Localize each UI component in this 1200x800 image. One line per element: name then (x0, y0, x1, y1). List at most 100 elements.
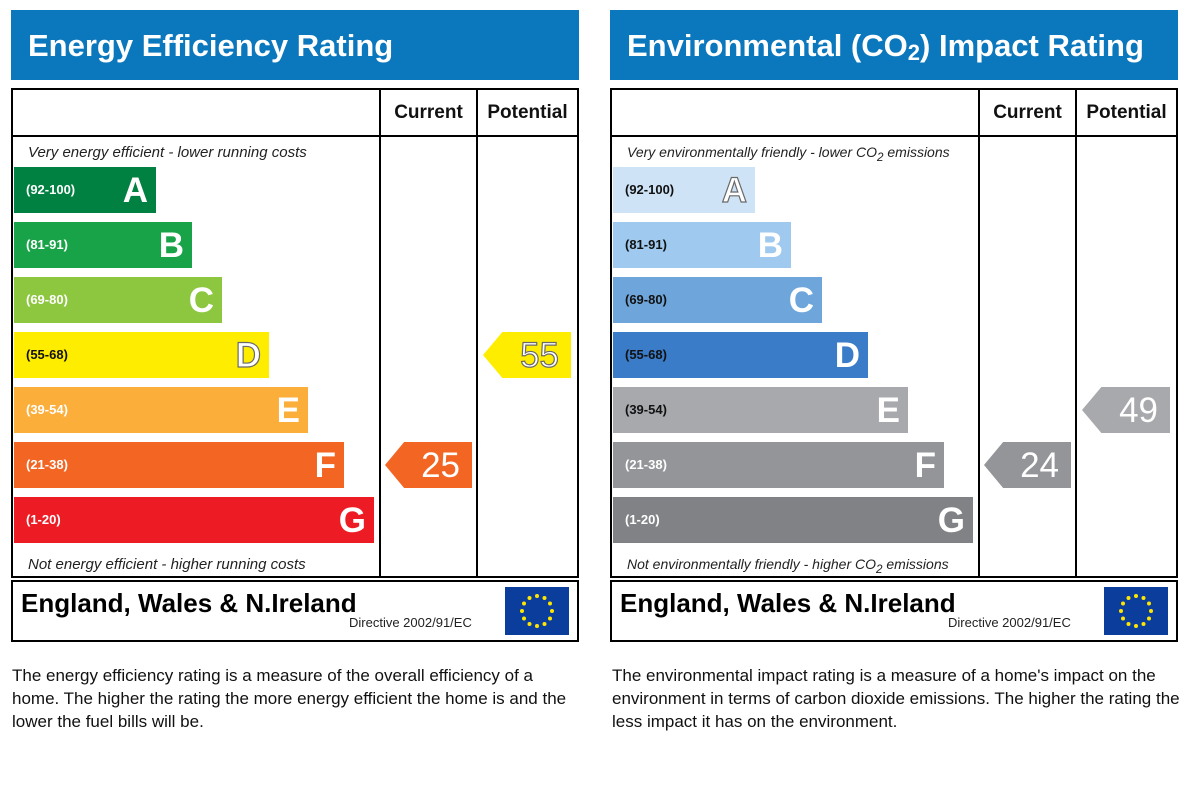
band-letter: A (122, 171, 148, 210)
band-range: (1-20) (625, 512, 660, 527)
friendly-caption: Very environmentally friendly - lower CO… (627, 144, 950, 164)
energy-efficiency-panel: Energy Efficiency Rating Current Potenti… (11, 10, 579, 642)
energy-rating-description: The energy efficiency rating is a measur… (12, 666, 567, 731)
band-d: (55-68) D (14, 332, 269, 378)
environmental-rating-chart: Current Potential Very environmentally f… (610, 88, 1178, 578)
eu-star (1119, 609, 1123, 613)
environmental-impact-panel: Environmental (CO2) Impact Rating Curren… (610, 10, 1178, 642)
eu-star (1141, 596, 1146, 601)
band-range: (81-91) (625, 237, 667, 252)
band-d: (55-68) D (613, 332, 868, 378)
eu-star (1126, 596, 1131, 601)
region-footer: England, Wales & N.Ireland Directive 200… (11, 580, 579, 642)
eu-star (542, 621, 547, 626)
header-divider (612, 135, 1176, 137)
band-range: (21-38) (625, 457, 667, 472)
efficient-caption: Very energy efficient - lower running co… (28, 144, 307, 161)
band-range: (92-100) (26, 182, 76, 197)
band-range: (81-91) (26, 237, 68, 252)
band-range: (69-80) (26, 292, 68, 307)
eu-star (1134, 624, 1138, 628)
eu-star (535, 624, 539, 628)
eu-star (550, 609, 554, 613)
band-range: (39-54) (26, 402, 68, 417)
current-column-header: Current (394, 102, 463, 123)
band-range: (55-68) (26, 347, 68, 362)
band-letter: E (276, 391, 300, 430)
band-g: (1-20) G (14, 497, 374, 543)
band-letter: C (188, 281, 214, 320)
current-column-header: Current (993, 102, 1062, 123)
band-range: (55-68) (625, 347, 667, 362)
eu-star (527, 621, 532, 626)
eu-star (1126, 621, 1131, 626)
eu-star (1146, 601, 1151, 606)
band-letter: D (834, 336, 860, 375)
eu-flag-icon (505, 587, 569, 635)
band-letter: G (338, 501, 366, 540)
band-f: (21-38) F (14, 442, 344, 488)
eu-star (1141, 621, 1146, 626)
band-g: (1-20) G (613, 497, 973, 543)
eu-star (1146, 616, 1151, 621)
eu-star (1149, 609, 1153, 613)
eu-star (520, 609, 524, 613)
potential-column (476, 90, 577, 576)
eu-star (522, 616, 527, 621)
band-e: (39-54) E (14, 387, 308, 433)
band-range: (39-54) (625, 402, 667, 417)
potential-rating-arrow: 55 (483, 332, 571, 378)
band-letter: A (721, 170, 747, 210)
band-letter: B (158, 226, 184, 265)
eu-star (542, 596, 547, 601)
band-b: (81-91) B (613, 222, 791, 268)
band-range: (92-100) (625, 182, 675, 197)
band-letter: G (937, 501, 965, 540)
eu-star (522, 601, 527, 606)
band-letter: C (788, 281, 814, 320)
header-divider (13, 135, 577, 137)
potential-column-header: Potential (487, 102, 568, 123)
current-rating-arrow: 24 (984, 442, 1071, 488)
potential-column (1075, 90, 1176, 576)
energy-rating-chart: Current Potential Very energy efficient … (11, 88, 579, 578)
region-footer: England, Wales & N.Ireland Directive 200… (610, 580, 1178, 642)
band-letter: F (914, 446, 936, 485)
eu-flag-icon (1104, 587, 1168, 635)
unfriendly-caption: Not environmentally friendly - higher CO… (627, 556, 949, 576)
band-letter: B (757, 226, 783, 265)
directive-label: Directive 2002/91/EC (349, 615, 472, 630)
current-column (978, 90, 1075, 576)
band-letter: D (235, 335, 261, 375)
band-c: (69-80) C (613, 277, 822, 323)
eu-star (535, 594, 539, 598)
band-a: (92-100) A (613, 167, 755, 213)
potential-column-header: Potential (1086, 102, 1167, 123)
band-range: (69-80) (625, 292, 667, 307)
band-f: (21-38) F (613, 442, 944, 488)
potential-rating-arrow: 49 (1082, 387, 1170, 433)
region-label: England, Wales & N.Ireland (21, 588, 357, 618)
region-label: England, Wales & N.Ireland (620, 588, 956, 618)
current-rating-arrow: 25 (385, 442, 472, 488)
current-column (379, 90, 476, 576)
eu-star (1121, 601, 1126, 606)
band-c: (69-80) C (14, 277, 222, 323)
band-range: (21-38) (26, 457, 68, 472)
eu-star (527, 596, 532, 601)
eu-star (1121, 616, 1126, 621)
band-b: (81-91) B (14, 222, 192, 268)
band-range: (1-20) (26, 512, 61, 527)
eu-star (547, 601, 552, 606)
eu-star (547, 616, 552, 621)
band-letter: E (876, 391, 900, 430)
environmental-rating-description: The environmental impact rating is a mea… (612, 666, 1180, 731)
band-e: (39-54) E (613, 387, 908, 433)
inefficient-caption: Not energy efficient - higher running co… (28, 556, 306, 573)
energy-rating-title: Energy Efficiency Rating (11, 10, 579, 80)
band-letter: F (314, 446, 336, 485)
environmental-rating-title: Environmental (CO2) Impact Rating (610, 10, 1178, 80)
eu-star (1134, 594, 1138, 598)
directive-label: Directive 2002/91/EC (948, 615, 1071, 630)
band-a: (92-100) A (14, 167, 156, 213)
